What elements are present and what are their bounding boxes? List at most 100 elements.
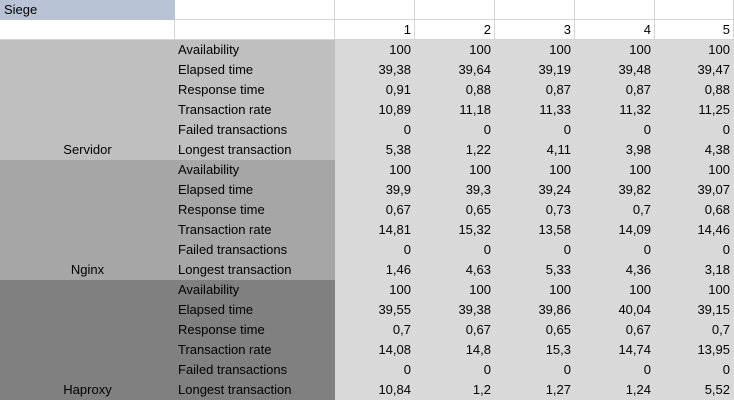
metric-label-cell[interactable]: Availability <box>175 40 335 60</box>
value-cell[interactable]: 39,9 <box>335 180 415 200</box>
value-cell[interactable]: 5,33 <box>495 260 575 280</box>
value-cell[interactable]: 0 <box>655 240 734 260</box>
value-cell[interactable]: 13,58 <box>495 220 575 240</box>
value-cell[interactable]: 0 <box>575 360 655 380</box>
metric-label-cell[interactable]: Failed transactions <box>175 360 335 380</box>
value-cell[interactable]: 11,25 <box>655 100 734 120</box>
value-cell[interactable]: 1,46 <box>335 260 415 280</box>
group-fill-cell[interactable] <box>0 80 175 100</box>
empty-cell[interactable] <box>655 0 734 20</box>
metric-label-cell[interactable]: Availability <box>175 280 335 300</box>
metric-label-cell[interactable]: Response time <box>175 200 335 220</box>
value-cell[interactable]: 0,7 <box>575 200 655 220</box>
value-cell[interactable]: 0,65 <box>495 320 575 340</box>
value-cell[interactable]: 100 <box>495 40 575 60</box>
column-header-cell[interactable]: 2 <box>415 20 495 40</box>
value-cell[interactable]: 0,87 <box>575 80 655 100</box>
empty-cell[interactable] <box>175 0 335 20</box>
value-cell[interactable]: 0 <box>495 360 575 380</box>
value-cell[interactable]: 0,67 <box>415 320 495 340</box>
empty-cell[interactable] <box>495 0 575 20</box>
value-cell[interactable]: 15,32 <box>415 220 495 240</box>
value-cell[interactable]: 0,7 <box>655 320 734 340</box>
value-cell[interactable]: 4,38 <box>655 140 734 160</box>
value-cell[interactable]: 14,46 <box>655 220 734 240</box>
value-cell[interactable]: 11,32 <box>575 100 655 120</box>
value-cell[interactable]: 13,95 <box>655 340 734 360</box>
value-cell[interactable]: 39,47 <box>655 60 734 80</box>
value-cell[interactable]: 39,48 <box>575 60 655 80</box>
value-cell[interactable]: 14,09 <box>575 220 655 240</box>
group-fill-cell[interactable] <box>0 280 175 300</box>
value-cell[interactable]: 0,88 <box>415 80 495 100</box>
group-fill-cell[interactable] <box>0 360 175 380</box>
group-fill-cell[interactable] <box>0 240 175 260</box>
value-cell[interactable]: 14,08 <box>335 340 415 360</box>
empty-cell[interactable] <box>335 0 415 20</box>
value-cell[interactable]: 0,73 <box>495 200 575 220</box>
value-cell[interactable]: 0,65 <box>415 200 495 220</box>
column-header-cell[interactable]: 4 <box>575 20 655 40</box>
value-cell[interactable]: 14,8 <box>415 340 495 360</box>
metric-label-cell[interactable]: Longest transaction <box>175 140 335 160</box>
value-cell[interactable]: 5,52 <box>655 380 734 400</box>
metric-label-cell[interactable]: Longest transaction <box>175 260 335 280</box>
value-cell[interactable]: 39,38 <box>415 300 495 320</box>
group-fill-cell[interactable] <box>0 220 175 240</box>
group-fill-cell[interactable] <box>0 40 175 60</box>
value-cell[interactable]: 100 <box>655 160 734 180</box>
value-cell[interactable]: 0 <box>415 360 495 380</box>
value-cell[interactable]: 11,18 <box>415 100 495 120</box>
value-cell[interactable]: 5,38 <box>335 140 415 160</box>
value-cell[interactable]: 14,74 <box>575 340 655 360</box>
metric-label-cell[interactable]: Transaction rate <box>175 100 335 120</box>
value-cell[interactable]: 0 <box>335 240 415 260</box>
value-cell[interactable]: 1,24 <box>575 380 655 400</box>
group-fill-cell[interactable] <box>0 320 175 340</box>
value-cell[interactable]: 3,98 <box>575 140 655 160</box>
column-header-cell[interactable]: 5 <box>655 20 734 40</box>
value-cell[interactable]: 1,27 <box>495 380 575 400</box>
group-fill-cell[interactable] <box>0 100 175 120</box>
value-cell[interactable]: 39,15 <box>655 300 734 320</box>
value-cell[interactable]: 3,18 <box>655 260 734 280</box>
value-cell[interactable]: 0 <box>655 120 734 140</box>
value-cell[interactable]: 15,3 <box>495 340 575 360</box>
value-cell[interactable]: 39,07 <box>655 180 734 200</box>
metric-label-cell[interactable]: Elapsed time <box>175 300 335 320</box>
value-cell[interactable]: 100 <box>575 40 655 60</box>
value-cell[interactable]: 0,88 <box>655 80 734 100</box>
value-cell[interactable]: 39,64 <box>415 60 495 80</box>
empty-cell[interactable] <box>0 20 175 40</box>
group-fill-cell[interactable] <box>0 160 175 180</box>
value-cell[interactable]: 4,11 <box>495 140 575 160</box>
value-cell[interactable]: 0 <box>415 240 495 260</box>
value-cell[interactable]: 0 <box>575 240 655 260</box>
value-cell[interactable]: 0,67 <box>575 320 655 340</box>
value-cell[interactable]: 39,55 <box>335 300 415 320</box>
value-cell[interactable]: 100 <box>495 280 575 300</box>
value-cell[interactable]: 0,87 <box>495 80 575 100</box>
value-cell[interactable]: 0 <box>575 120 655 140</box>
group-fill-cell[interactable] <box>0 120 175 140</box>
group-fill-cell[interactable] <box>0 300 175 320</box>
value-cell[interactable]: 100 <box>335 160 415 180</box>
group-fill-cell[interactable] <box>0 60 175 80</box>
value-cell[interactable]: 100 <box>495 160 575 180</box>
value-cell[interactable]: 0,91 <box>335 80 415 100</box>
empty-cell[interactable] <box>415 0 495 20</box>
metric-label-cell[interactable]: Elapsed time <box>175 180 335 200</box>
value-cell[interactable]: 11,33 <box>495 100 575 120</box>
empty-cell[interactable] <box>575 0 655 20</box>
value-cell[interactable]: 1,22 <box>415 140 495 160</box>
value-cell[interactable]: 100 <box>335 40 415 60</box>
metric-label-cell[interactable]: Failed transactions <box>175 120 335 140</box>
value-cell[interactable]: 4,63 <box>415 260 495 280</box>
group-fill-cell[interactable] <box>0 200 175 220</box>
value-cell[interactable]: 0,67 <box>335 200 415 220</box>
sheet-title-cell[interactable]: Siege <box>0 0 175 20</box>
value-cell[interactable]: 10,84 <box>335 380 415 400</box>
value-cell[interactable]: 0 <box>495 120 575 140</box>
value-cell[interactable]: 0 <box>495 240 575 260</box>
value-cell[interactable]: 39,82 <box>575 180 655 200</box>
